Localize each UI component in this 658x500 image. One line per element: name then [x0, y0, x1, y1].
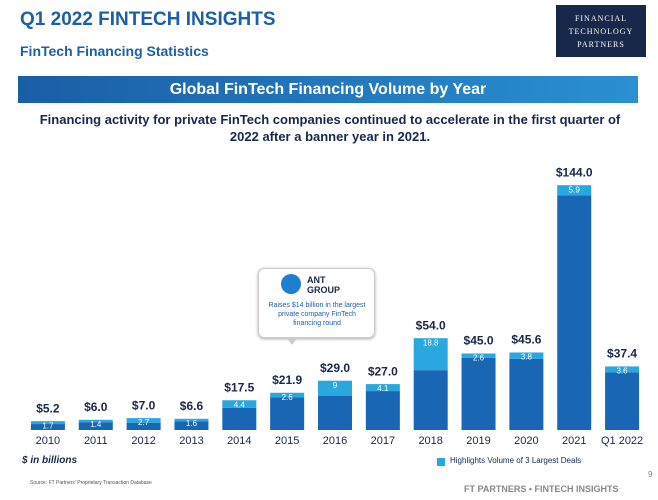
total-label: $17.5 [224, 380, 254, 394]
segment-label: 5.9 [569, 185, 581, 194]
bar-segment [222, 407, 257, 430]
total-label: $7.0 [132, 398, 156, 412]
legend-swatch [437, 458, 445, 466]
segment-label: 4.1 [377, 384, 389, 393]
segment-label: 2.6 [282, 393, 294, 402]
bar-segment [509, 358, 544, 430]
total-label: $21.9 [272, 373, 302, 387]
bar-segment [605, 372, 640, 430]
bar-segment [461, 353, 496, 358]
legend-label: Highlights Volume of 3 Largest Deals [450, 456, 582, 465]
bar-segment [413, 370, 448, 430]
bar-segment [413, 338, 448, 371]
footer-brand: FT PARTNERS • FINTECH INSIGHTS [464, 484, 619, 494]
x-tick-label: 2020 [514, 435, 538, 447]
segment-label: 1.7 [42, 421, 54, 430]
bar-segment [270, 397, 305, 430]
total-label: $27.0 [368, 364, 398, 378]
slide-subtitle: FinTech Financing Statistics [20, 43, 209, 59]
segment-label: 1.6 [186, 419, 198, 428]
bar-segment [78, 422, 113, 430]
bar-segment [30, 424, 65, 430]
total-label: $45.0 [464, 334, 494, 348]
slide-title: Q1 2022 FINTECH INSIGHTS [20, 9, 276, 30]
description: Financing activity for private FinTech c… [39, 112, 621, 144]
bar-segment [174, 421, 209, 430]
bar-segment [318, 380, 352, 396]
total-label: $5.2 [36, 401, 60, 415]
x-tick-label: 2019 [466, 435, 490, 447]
unit-label: $ in billions [22, 455, 78, 466]
total-label: $144.0 [556, 165, 593, 179]
total-label: $6.0 [84, 400, 108, 414]
x-tick-label: 2016 [323, 435, 347, 447]
total-label: $54.0 [416, 318, 446, 332]
bar-segment [270, 392, 305, 398]
segment-label: 4.4 [234, 400, 246, 409]
bar-segment [174, 418, 209, 422]
total-label: $29.0 [320, 361, 350, 375]
bar-segment [557, 195, 592, 430]
logo-line: TECHNOLOGY [568, 26, 634, 36]
page-number: 9 [648, 470, 653, 479]
segment-label: 9 [333, 381, 338, 390]
ant-logo-icon [281, 274, 301, 294]
bar-segment [30, 421, 65, 425]
bar-segment [126, 422, 161, 430]
bar-segment [78, 419, 113, 423]
bar-segment [318, 396, 352, 430]
x-tick-label: 2010 [36, 435, 60, 447]
bar-segment [605, 366, 640, 373]
bar-segment [461, 357, 496, 430]
logo: FINANCIAL TECHNOLOGY PARTNERS [556, 5, 646, 57]
logo-line: PARTNERS [577, 39, 625, 49]
x-tick-label: 2015 [275, 435, 299, 447]
total-label: $45.6 [511, 333, 541, 347]
bar-segment [509, 352, 544, 359]
segment-label: 2.7 [138, 418, 150, 427]
segment-label: 2.6 [473, 354, 485, 363]
bar-segment [365, 384, 400, 392]
x-tick-label: 2014 [227, 435, 251, 447]
x-tick-label: 2011 [84, 435, 108, 447]
callout-pointer [286, 337, 298, 345]
x-tick-label: 2013 [179, 435, 203, 447]
x-tick-label: 2021 [562, 435, 586, 447]
ant-logo-text: ANT GROUP [307, 275, 341, 295]
bar-segment [557, 185, 592, 196]
logo-line: FINANCIAL [574, 13, 628, 23]
callout: ANT GROUP Raises $14 billion in the larg… [258, 268, 375, 338]
x-tick-label: 2017 [371, 435, 395, 447]
callout-text: Raises $14 billion in the largest privat… [268, 302, 366, 327]
bar-segment [222, 400, 257, 408]
x-tick-label: 2012 [131, 435, 155, 447]
total-label: $37.4 [607, 347, 637, 361]
segment-label: 3.6 [617, 367, 629, 376]
bar-segment [365, 391, 400, 430]
banner: Global FinTech Financing Volume by Year [18, 76, 638, 103]
total-label: $6.6 [180, 399, 204, 413]
x-tick-label: Q1 2022 [601, 435, 643, 447]
source: Source: FT Partners' Proprietary Transac… [30, 480, 152, 486]
x-tick-label: 2018 [418, 435, 442, 447]
bar-segment [126, 418, 161, 423]
segment-label: 3.8 [521, 353, 533, 362]
segment-label: 1.4 [90, 420, 102, 429]
segment-label: 18.8 [423, 338, 439, 347]
